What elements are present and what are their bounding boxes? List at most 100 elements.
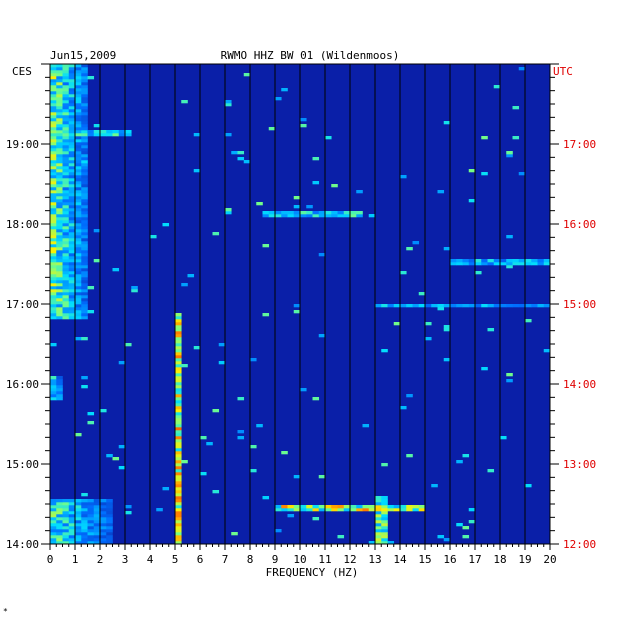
heat-cell xyxy=(50,538,57,542)
heat-cell xyxy=(68,115,76,119)
heat-cell xyxy=(68,247,76,251)
heat-cell xyxy=(87,76,95,80)
heat-cell xyxy=(50,379,57,383)
heat-cell xyxy=(406,508,413,512)
heat-cell xyxy=(50,307,57,311)
heat-cell xyxy=(68,133,76,137)
heat-cell xyxy=(318,214,326,218)
heat-cell xyxy=(531,259,538,263)
heat-cell xyxy=(56,136,63,140)
heat-cell xyxy=(75,85,82,89)
heat-cell xyxy=(62,538,70,542)
heat-cell xyxy=(68,82,76,86)
heat-cell xyxy=(75,196,82,200)
heat-cell xyxy=(412,505,420,509)
heat-cell xyxy=(75,133,82,137)
heat-cell xyxy=(68,541,76,545)
heat-cell xyxy=(56,91,63,95)
heat-cell xyxy=(56,517,63,521)
heat-cell xyxy=(56,163,63,167)
heat-cell xyxy=(306,505,313,509)
heat-cell xyxy=(56,376,63,380)
x-tick-label: 16 xyxy=(443,553,456,566)
heat-cell xyxy=(100,514,107,518)
heat-cell xyxy=(56,265,63,269)
heat-cell xyxy=(106,511,113,515)
heat-cell xyxy=(62,508,70,512)
heat-cell xyxy=(237,436,245,440)
heat-cell xyxy=(50,157,57,161)
heat-cell xyxy=(81,148,88,152)
heat-cell xyxy=(68,139,76,143)
heat-cell xyxy=(381,517,388,521)
heat-cell xyxy=(75,157,82,161)
heat-cell xyxy=(56,97,63,101)
heat-cell xyxy=(81,70,88,74)
heat-cell xyxy=(362,508,370,512)
heat-cell xyxy=(50,85,57,89)
heat-cell xyxy=(50,124,57,128)
heat-cell xyxy=(75,250,82,254)
heat-cell xyxy=(81,145,88,149)
heat-cell xyxy=(56,301,63,305)
heat-cell xyxy=(56,241,63,245)
heat-cell xyxy=(50,88,57,92)
heat-cell xyxy=(506,262,513,266)
heat-cell xyxy=(75,172,82,176)
heat-cell xyxy=(268,211,276,215)
heat-cell xyxy=(250,445,257,449)
heat-cell xyxy=(375,502,382,506)
right-tick-label: 12:00 xyxy=(563,538,596,551)
heat-cell xyxy=(81,211,88,215)
heat-cell xyxy=(75,94,82,98)
heat-cell xyxy=(62,511,70,515)
heat-cell xyxy=(50,169,57,173)
heat-cell xyxy=(75,82,82,86)
heat-cell xyxy=(87,526,95,530)
heat-cell xyxy=(387,505,395,509)
heat-cell xyxy=(393,322,401,326)
heat-cell xyxy=(400,175,407,179)
heat-cell xyxy=(481,259,488,263)
heat-cell xyxy=(68,532,76,536)
heat-cell xyxy=(50,172,57,176)
heat-cell xyxy=(525,259,532,263)
heat-cell xyxy=(93,541,101,545)
heat-cell xyxy=(56,67,63,71)
heat-cell xyxy=(62,127,70,131)
x-tick-label: 15 xyxy=(418,553,431,566)
heat-cell xyxy=(68,163,76,167)
heat-cell xyxy=(68,208,76,212)
heat-cell xyxy=(418,292,426,296)
heat-cell xyxy=(75,175,82,179)
heat-cell xyxy=(50,166,57,170)
heat-cell xyxy=(81,73,88,77)
heat-cell xyxy=(68,280,76,284)
heat-cell xyxy=(343,505,351,509)
heat-cell xyxy=(81,157,88,161)
left-tick-label: 16:00 xyxy=(6,378,39,391)
heat-cell xyxy=(256,202,263,206)
heat-cell xyxy=(81,67,88,71)
heat-cell xyxy=(75,106,82,110)
heat-cell xyxy=(56,133,63,137)
heat-cell xyxy=(381,508,388,512)
heat-cell xyxy=(275,211,282,215)
heat-cell xyxy=(68,103,76,107)
heat-cell xyxy=(50,283,57,287)
heat-cell xyxy=(56,505,63,509)
heat-cell xyxy=(381,526,388,530)
heat-cell xyxy=(325,505,332,509)
heat-cell xyxy=(81,280,88,284)
heat-cell xyxy=(62,274,70,278)
heat-cell xyxy=(81,217,88,221)
heat-cell xyxy=(175,376,182,380)
heat-cell xyxy=(81,283,88,287)
heat-cell xyxy=(50,529,57,533)
heat-cell xyxy=(81,208,88,212)
heat-cell xyxy=(81,184,88,188)
heat-cell xyxy=(62,229,70,233)
heat-cell xyxy=(256,424,263,428)
heat-cell xyxy=(62,298,70,302)
heat-cell xyxy=(237,430,245,434)
